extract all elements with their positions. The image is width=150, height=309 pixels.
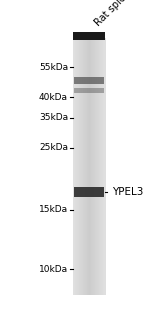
Text: Rat spleen: Rat spleen <box>93 0 137 28</box>
Bar <box>85 38 86 295</box>
Bar <box>77 38 78 295</box>
Bar <box>87 38 89 295</box>
Bar <box>92 38 93 295</box>
Bar <box>84 38 85 295</box>
Bar <box>94 38 95 295</box>
Bar <box>73 32 105 40</box>
Text: YPEL3: YPEL3 <box>112 187 143 197</box>
Bar <box>103 38 104 295</box>
Bar <box>91 38 92 295</box>
Text: 55kDa: 55kDa <box>39 62 68 71</box>
Text: 25kDa: 25kDa <box>39 143 68 153</box>
Text: 40kDa: 40kDa <box>39 92 68 101</box>
Bar <box>73 38 74 295</box>
Bar <box>79 38 81 295</box>
Bar <box>87 38 88 295</box>
Bar <box>103 38 105 295</box>
Text: 15kDa: 15kDa <box>39 205 68 214</box>
Bar <box>74 77 104 83</box>
Bar <box>80 38 81 295</box>
Bar <box>101 38 102 295</box>
Bar <box>91 38 93 295</box>
Bar <box>90 38 91 295</box>
Bar <box>76 38 78 295</box>
Bar <box>82 38 83 295</box>
Bar <box>95 38 97 295</box>
Bar <box>75 38 77 295</box>
Bar <box>99 38 100 295</box>
Bar <box>74 87 104 92</box>
Bar <box>88 38 90 295</box>
Bar <box>86 38 87 295</box>
Bar <box>102 38 103 295</box>
Bar <box>75 38 76 295</box>
Bar <box>79 38 80 295</box>
Bar <box>95 38 96 295</box>
Bar <box>97 38 98 295</box>
Text: 35kDa: 35kDa <box>39 113 68 122</box>
Bar <box>98 38 99 295</box>
Bar <box>99 38 101 295</box>
Bar <box>104 38 105 295</box>
Bar <box>81 38 82 295</box>
Text: 10kDa: 10kDa <box>39 265 68 273</box>
Bar <box>93 38 94 295</box>
Bar <box>78 38 79 295</box>
Bar <box>83 38 84 295</box>
Bar <box>96 38 98 295</box>
Bar <box>83 38 85 295</box>
Bar <box>89 38 90 295</box>
Bar <box>74 187 104 197</box>
Bar <box>100 38 102 295</box>
Bar <box>74 38 75 295</box>
